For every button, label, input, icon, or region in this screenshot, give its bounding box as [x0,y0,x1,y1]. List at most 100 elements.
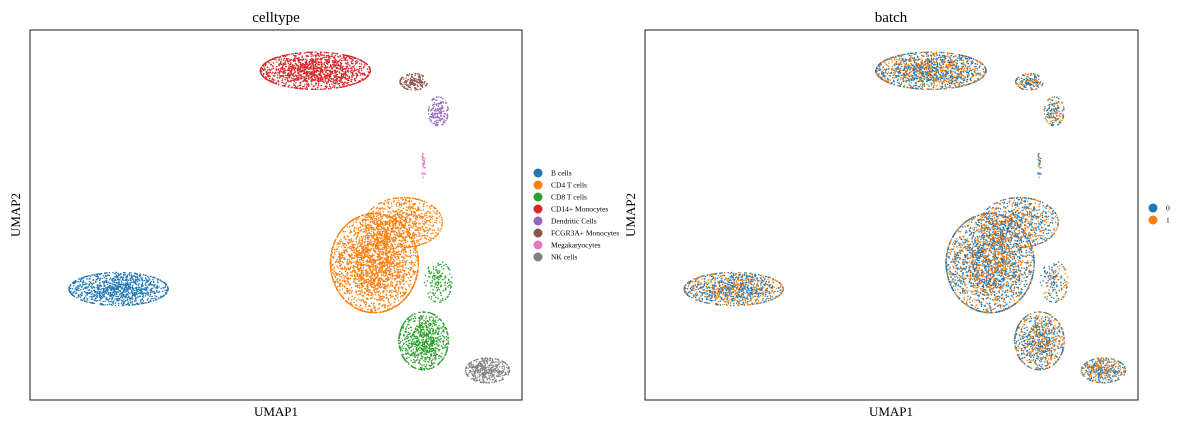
umap-point [406,240,409,243]
umap-point [403,203,405,205]
umap-point [410,288,413,291]
umap-point [382,271,384,274]
umap-point [437,319,439,321]
umap-point [114,302,117,304]
umap-point [375,277,377,279]
umap-point [381,295,384,297]
umap-point [402,207,405,209]
umap-point [405,280,408,283]
umap-point [358,240,361,243]
umap-point [86,283,88,285]
umap-point [395,291,398,293]
umap-point [147,301,150,303]
umap-point [363,242,366,244]
umap-point [356,253,358,255]
umap-point [421,234,424,237]
umap-point [398,276,401,278]
umap-point [377,279,379,281]
umap-point [414,315,416,318]
umap-point [344,246,347,249]
umap-point [410,254,413,257]
umap-point [421,217,424,220]
umap-point [426,227,428,229]
umap-point [156,289,158,292]
umap-point [377,256,380,259]
umap-point [355,227,358,230]
umap-point [142,294,144,296]
umap-point [445,335,448,338]
umap-point [350,291,353,294]
umap-point [396,297,399,299]
umap-point [103,285,106,287]
umap-point [339,265,341,267]
umap-point [102,295,105,298]
umap-point [391,245,394,247]
umap-point [388,207,391,210]
umap-point [357,227,360,229]
umap-point [344,276,347,278]
umap-point [387,277,390,279]
umap-point [134,283,137,285]
umap-point [101,280,104,283]
umap-point [123,291,126,293]
umap-point [441,225,443,227]
umap-point [372,265,375,268]
umap-point [437,227,439,229]
umap-point [144,294,147,297]
umap-point [361,257,364,260]
umap-point [393,210,395,213]
umap-point [98,284,100,286]
umap-point [409,256,412,258]
umap-point [426,232,429,234]
umap-point [376,247,378,250]
umap-point [404,222,407,225]
umap-point [432,237,435,239]
umap-point [330,255,332,257]
umap-point [133,300,136,302]
umap-point [131,292,134,295]
umap-point [333,252,336,254]
umap-point [379,258,381,261]
umap-point [386,242,388,245]
umap-point [415,233,417,236]
umap-point [352,243,355,245]
umap-point [111,293,114,296]
umap-point [410,236,413,239]
umap-point [131,296,133,298]
umap-point [156,284,159,287]
umap-point [158,290,161,293]
umap-point [87,289,89,291]
umap-point [105,296,108,299]
umap-point [123,301,126,303]
umap-point [105,292,107,295]
umap-point [366,273,369,275]
umap-point [360,266,362,268]
umap-point [372,294,374,296]
umap-point [388,262,391,264]
umap-point [393,290,395,292]
umap-point [359,261,361,263]
umap-point [425,317,427,320]
umap-point [418,235,420,237]
umap-point [401,294,403,297]
umap-point [382,265,384,267]
umap-point [141,291,144,294]
umap-point [345,299,347,302]
umap-point [404,288,407,290]
umap-point [339,253,342,255]
umap-point [370,208,373,210]
umap-point [100,292,102,294]
umap-point [377,259,379,261]
umap-point [386,287,388,289]
umap-point [95,297,97,300]
umap-point [358,273,361,275]
umap-point [362,299,365,302]
umap-point [391,231,393,234]
umap-point [403,219,405,222]
umap-point [407,336,410,338]
umap-point [413,233,416,235]
umap-point [382,210,385,213]
umap-point [416,229,418,231]
umap-point [415,271,417,273]
umap-point [358,239,360,241]
